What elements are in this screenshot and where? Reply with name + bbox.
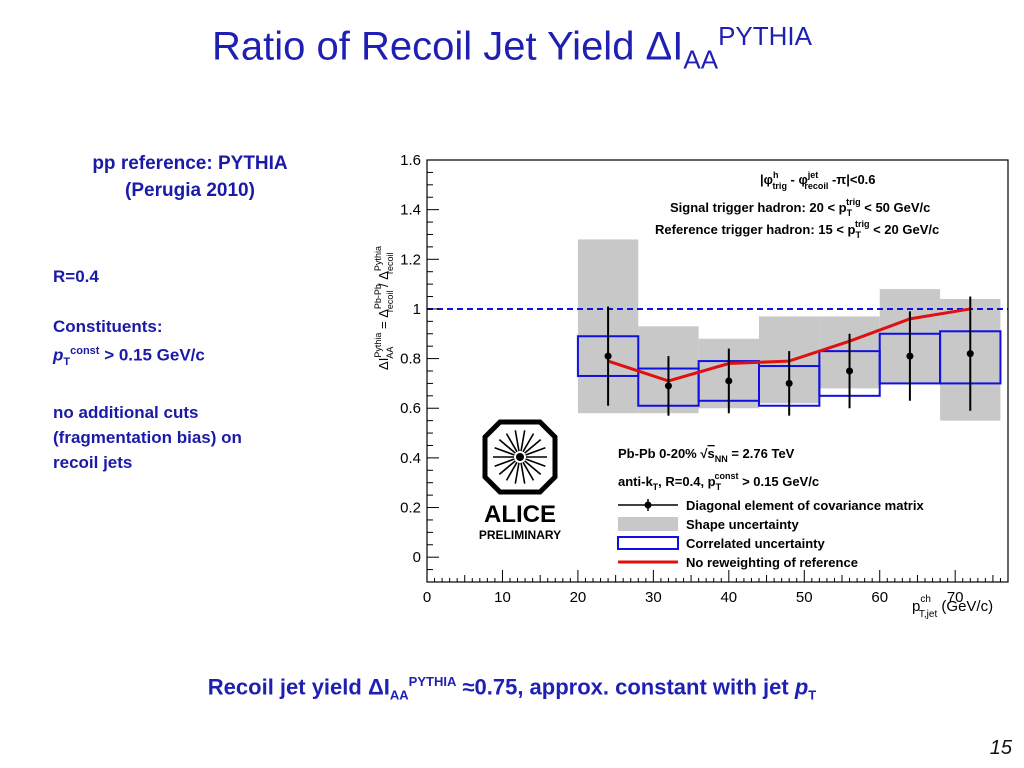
summary-a: Recoil jet yield ΔI — [207, 674, 390, 700]
y-tick-label-0: 0 — [413, 549, 421, 566]
x-tick-label-70: 70 — [947, 589, 964, 606]
annotation-delta-phi: |φh trig - φjet recoil -π|<0.6 — [760, 170, 876, 191]
r-value: R=0.4 — [53, 267, 99, 286]
logo-name: ALICE — [484, 501, 556, 528]
logo-ray — [505, 461, 518, 481]
pp-reference-line1: pp reference: PYTHIA — [92, 153, 288, 174]
constituents-label: Constituents: — [53, 317, 163, 336]
logo-ray — [522, 461, 535, 481]
title-sub: AA — [683, 44, 719, 75]
x-tick-label-0: 0 — [423, 589, 431, 606]
legend-label-3: No reweighting of reference — [686, 555, 858, 570]
title-sup: PYTHIA — [718, 21, 812, 51]
logo-ray — [505, 433, 518, 453]
pp-reference-block: pp reference: PYTHIA (Perugia 2010) — [40, 150, 340, 204]
delta-iaa-chart: 0 10 20 30 40 50 60 70 00.20.40.60.811.21.41.6 … — [373, 152, 1009, 620]
x-tick-label-10: 10 — [494, 589, 511, 606]
logo-ray — [498, 460, 516, 475]
summary-b: ≈0.75, approx. constant with jet — [456, 674, 795, 700]
logo-ray — [514, 462, 520, 484]
x-axis-ticks: 0 10 20 30 40 50 60 70 — [423, 570, 1009, 606]
logo-ray — [522, 433, 535, 453]
alice-logo: ALICE PRELIMINARY — [479, 419, 561, 542]
legend-box-swatch — [617, 536, 679, 550]
data-points — [604, 296, 974, 416]
pt-symbol: p — [53, 345, 64, 365]
y-tick-label-1.2: 1.2 — [400, 251, 421, 268]
pp-reference-line2: (Perugia 2010) — [125, 180, 255, 201]
data-point-4 — [846, 367, 854, 375]
x-tick-label-20: 20 — [570, 589, 587, 606]
annotation-collision: Pb-Pb 0-20% √sNN = 2.76 TeV — [618, 446, 795, 464]
constituent-cut: pTconst > 0.15 GeV/c — [53, 339, 343, 375]
summary-p: p — [794, 674, 809, 700]
logo-starburst — [493, 430, 547, 484]
logo-ray — [524, 460, 542, 475]
x-tick-label-30: 30 — [645, 589, 662, 606]
logo-ray — [520, 430, 526, 452]
slide-title: Ratio of Recoil Jet Yield ΔIAAPYTHIA — [0, 8, 1024, 87]
logo-preliminary: PRELIMINARY — [479, 528, 561, 542]
logo-ray — [525, 458, 546, 467]
summary-t: T — [808, 687, 817, 703]
pt-sub: T — [63, 356, 71, 369]
cuts-line1: no additional cuts — [53, 403, 199, 423]
legend-label-1: Shape uncertainty — [686, 517, 799, 532]
annotation-reference-trigger: Reference trigger hadron: 15 < pTtrig < … — [655, 219, 939, 240]
pt-sup: const — [70, 345, 100, 357]
summary-sup: PYTHIA — [408, 674, 457, 689]
y-axis-label: ΔIPythia AA = ΔPb-Pb recoil / ΔPythia recoi… — [373, 246, 395, 370]
x-tick-label-40: 40 — [720, 589, 737, 606]
x-axis-label: pch T,jet (GeV/c) — [912, 594, 993, 620]
legend-label-2: Correlated uncertainty — [686, 536, 825, 551]
data-point-1 — [664, 382, 672, 390]
logo-ray — [494, 447, 515, 456]
y-tick-label-1: 1 — [413, 301, 421, 318]
chart-legend: Diagonal element of covariance matrix Sha… — [617, 498, 924, 570]
logo-ray — [525, 447, 546, 456]
analysis-notes: R=0.4 Constituents: pTconst > 0.15 GeV/c… — [53, 264, 343, 475]
x-tick-label-60: 60 — [871, 589, 888, 606]
y-tick-label-0.2: 0.2 — [400, 500, 421, 517]
legend-band-swatch — [618, 517, 678, 531]
cuts-line2: (fragmentation bias) on — [53, 428, 242, 448]
y-tick-label-0.8: 0.8 — [400, 351, 421, 368]
data-point-2 — [725, 377, 733, 385]
data-point-0 — [604, 352, 612, 360]
annotation-jet-definition: anti-kT, R=0.4, pTconst > 0.15 GeV/c — [618, 471, 819, 492]
data-point-3 — [785, 379, 793, 387]
y-tick-label-1.4: 1.4 — [400, 202, 421, 219]
logo-ray — [520, 462, 526, 484]
pt-cut: > 0.15 GeV/c — [99, 345, 205, 365]
y-tick-label-1.6: 1.6 — [400, 152, 421, 169]
annotation-signal-trigger: Signal trigger hadron: 20 < pTtrig < 50 … — [670, 197, 930, 218]
logo-ray — [494, 458, 515, 467]
cuts-line3: recoil jets — [53, 453, 133, 473]
y-axis-ticks: 0 0.2 0.4 0.6 0.8 1 1.2 1.4 1.6 — [400, 152, 439, 583]
data-point-5 — [906, 352, 914, 360]
x-tick-label-50: 50 — [796, 589, 813, 606]
page-number: 15 — [989, 737, 1012, 759]
summary-sub: AA — [389, 687, 409, 703]
logo-ray — [524, 439, 542, 454]
summary-line: Recoil jet yield ΔIAAPYTHIA ≈0.75, appro… — [0, 674, 1024, 703]
logo-ray — [498, 439, 516, 454]
legend-marker-dot — [644, 501, 652, 509]
title-main: Ratio of Recoil Jet Yield ΔI — [212, 24, 684, 69]
legend-label-0: Diagonal element of covariance matrix — [686, 498, 924, 513]
logo-ray — [514, 430, 520, 452]
data-point-6 — [966, 350, 974, 358]
y-tick-label-0.6: 0.6 — [400, 400, 421, 417]
y-tick-label-0.4: 0.4 — [400, 450, 421, 467]
